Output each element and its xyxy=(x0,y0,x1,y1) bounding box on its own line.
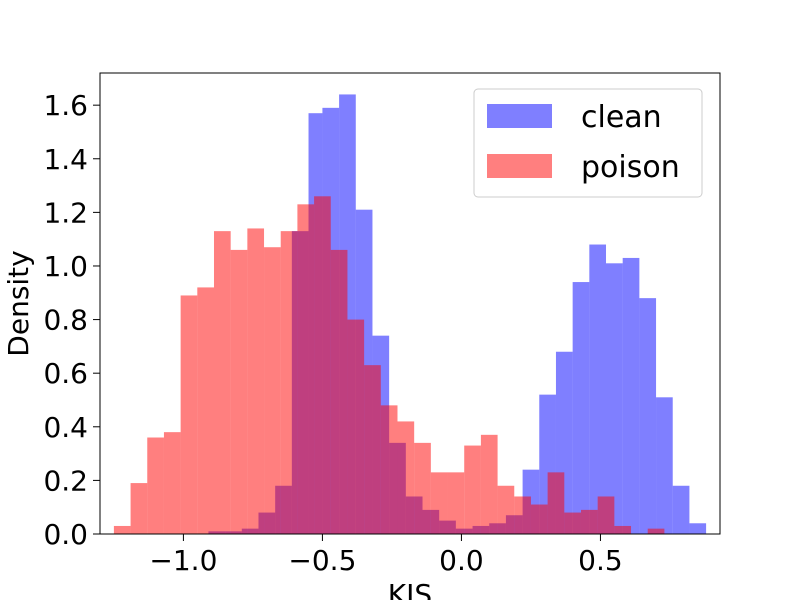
poison-bar-29 xyxy=(597,496,615,534)
y-tick-label: 0.0 xyxy=(43,518,88,551)
y-axis-title: Density xyxy=(2,250,35,356)
x-tick-label: 0.5 xyxy=(578,544,623,577)
poison-bar-28 xyxy=(580,509,598,534)
x-tick-label: 0.0 xyxy=(439,544,484,577)
poison-bar-18 xyxy=(414,442,431,534)
poison-bar-21 xyxy=(464,445,481,534)
poison-bar-26 xyxy=(547,472,565,534)
poison-bar-10 xyxy=(280,231,298,534)
y-tick-label: 0.8 xyxy=(43,304,88,337)
poison-bar-1 xyxy=(130,483,148,534)
poison-bar-17 xyxy=(397,421,415,534)
clean-bar-28 xyxy=(672,485,690,534)
poison-bar-4 xyxy=(180,295,198,534)
x-axis-title: KIS xyxy=(388,578,432,600)
x-tick-label: −0.5 xyxy=(288,544,356,577)
y-tick-label: 1.6 xyxy=(43,89,88,122)
y-tick-label: 0.6 xyxy=(43,357,88,390)
poison-bar-14 xyxy=(347,319,365,534)
legend-swatch-clean xyxy=(487,104,552,128)
poison-bar-8 xyxy=(247,228,265,534)
y-tick-label: 0.4 xyxy=(43,411,88,444)
poison-bar-11 xyxy=(297,204,315,534)
poison-bar-12 xyxy=(314,196,331,535)
poison-bar-13 xyxy=(330,249,348,534)
clean-bar-27 xyxy=(656,397,673,534)
clean-bar-26 xyxy=(639,298,657,534)
x-tick-label: −1.0 xyxy=(149,544,217,577)
bars-layer xyxy=(113,94,707,535)
poison-bar-32 xyxy=(647,528,665,534)
clean-bar-24 xyxy=(606,263,623,534)
y-tick-label: 1.0 xyxy=(43,250,88,283)
plot-frame xyxy=(99,72,721,535)
poison-bar-7 xyxy=(230,249,248,534)
poison-bar-15 xyxy=(364,365,381,534)
poison-bar-3 xyxy=(163,432,181,534)
legend: clean poison xyxy=(473,88,703,198)
clean-bar-23 xyxy=(589,244,607,534)
x-axis: −1.0 −0.5 0.0 0.5 xyxy=(149,534,623,577)
poison-bar-27 xyxy=(564,512,581,534)
poison-bar-5 xyxy=(197,287,214,534)
legend-label-clean: clean xyxy=(581,100,662,135)
y-tick-label: 1.4 xyxy=(43,143,88,176)
y-axis: 0.0 0.2 0.4 0.6 0.8 1.0 1.2 1.4 1.6 xyxy=(43,89,100,551)
y-tick-label: 1.2 xyxy=(43,196,88,229)
y-tick-label: 0.2 xyxy=(43,464,88,497)
legend-label-poison: poison xyxy=(581,150,680,185)
poison-bar-20 xyxy=(447,472,465,534)
series-poison xyxy=(113,196,665,535)
poison-bar-6 xyxy=(213,231,231,534)
poison-bar-9 xyxy=(264,247,281,534)
poison-bar-22 xyxy=(480,434,498,534)
poison-bar-24 xyxy=(514,496,531,534)
poison-bar-19 xyxy=(430,472,448,534)
clean-bar-25 xyxy=(622,257,640,534)
poison-bar-30 xyxy=(614,525,632,534)
poison-bar-2 xyxy=(147,437,164,534)
poison-bar-23 xyxy=(497,485,515,534)
clean-bar-22 xyxy=(572,282,590,534)
poison-bar-25 xyxy=(530,504,548,534)
poison-bar-0 xyxy=(113,525,131,534)
legend-swatch-poison xyxy=(487,154,552,178)
clean-bar-29 xyxy=(689,523,707,534)
poison-bar-16 xyxy=(380,405,398,534)
